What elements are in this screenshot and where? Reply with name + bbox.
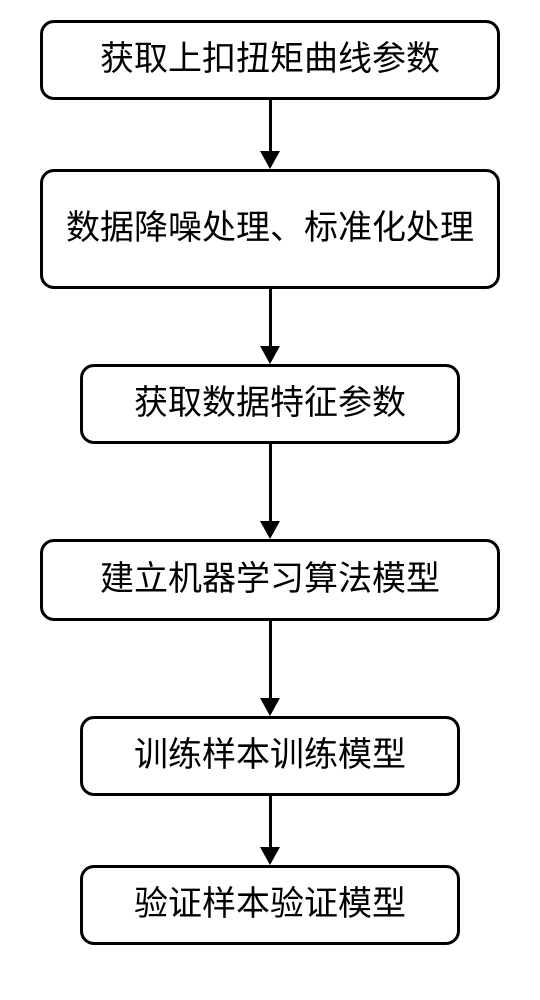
flow-node-denoise-normalize: 数据降噪处理、标准化处理 — [40, 169, 500, 289]
node-label: 获取上扣扭矩曲线参数 — [100, 39, 440, 82]
node-label: 获取数据特征参数 — [134, 383, 406, 426]
flow-arrow — [260, 621, 280, 716]
flow-node-acquire-params: 获取上扣扭矩曲线参数 — [40, 20, 500, 100]
arrow-line — [269, 289, 272, 347]
flowchart-container: 获取上扣扭矩曲线参数 数据降噪处理、标准化处理 获取数据特征参数 建立机器学习算… — [0, 0, 540, 945]
node-label: 建立机器学习算法模型 — [100, 559, 440, 602]
flow-arrow — [260, 289, 280, 364]
flow-arrow — [260, 100, 280, 169]
arrow-head-icon — [260, 521, 280, 539]
flow-node-validate: 验证样本验证模型 — [80, 865, 460, 945]
flow-arrow — [260, 444, 280, 539]
arrow-head-icon — [260, 847, 280, 865]
node-label: 数据降噪处理、标准化处理 — [66, 208, 474, 251]
flow-node-feature-params: 获取数据特征参数 — [80, 364, 460, 444]
node-label: 训练样本训练模型 — [134, 735, 406, 778]
arrow-line — [269, 444, 272, 522]
arrow-head-icon — [260, 151, 280, 169]
flow-node-train: 训练样本训练模型 — [80, 716, 460, 796]
node-label: 验证样本验证模型 — [134, 884, 406, 927]
arrow-line — [269, 621, 272, 699]
arrow-line — [269, 100, 272, 152]
flow-node-ml-model: 建立机器学习算法模型 — [40, 539, 500, 621]
arrow-head-icon — [260, 346, 280, 364]
flow-arrow — [260, 796, 280, 865]
arrow-head-icon — [260, 698, 280, 716]
arrow-line — [269, 796, 272, 848]
